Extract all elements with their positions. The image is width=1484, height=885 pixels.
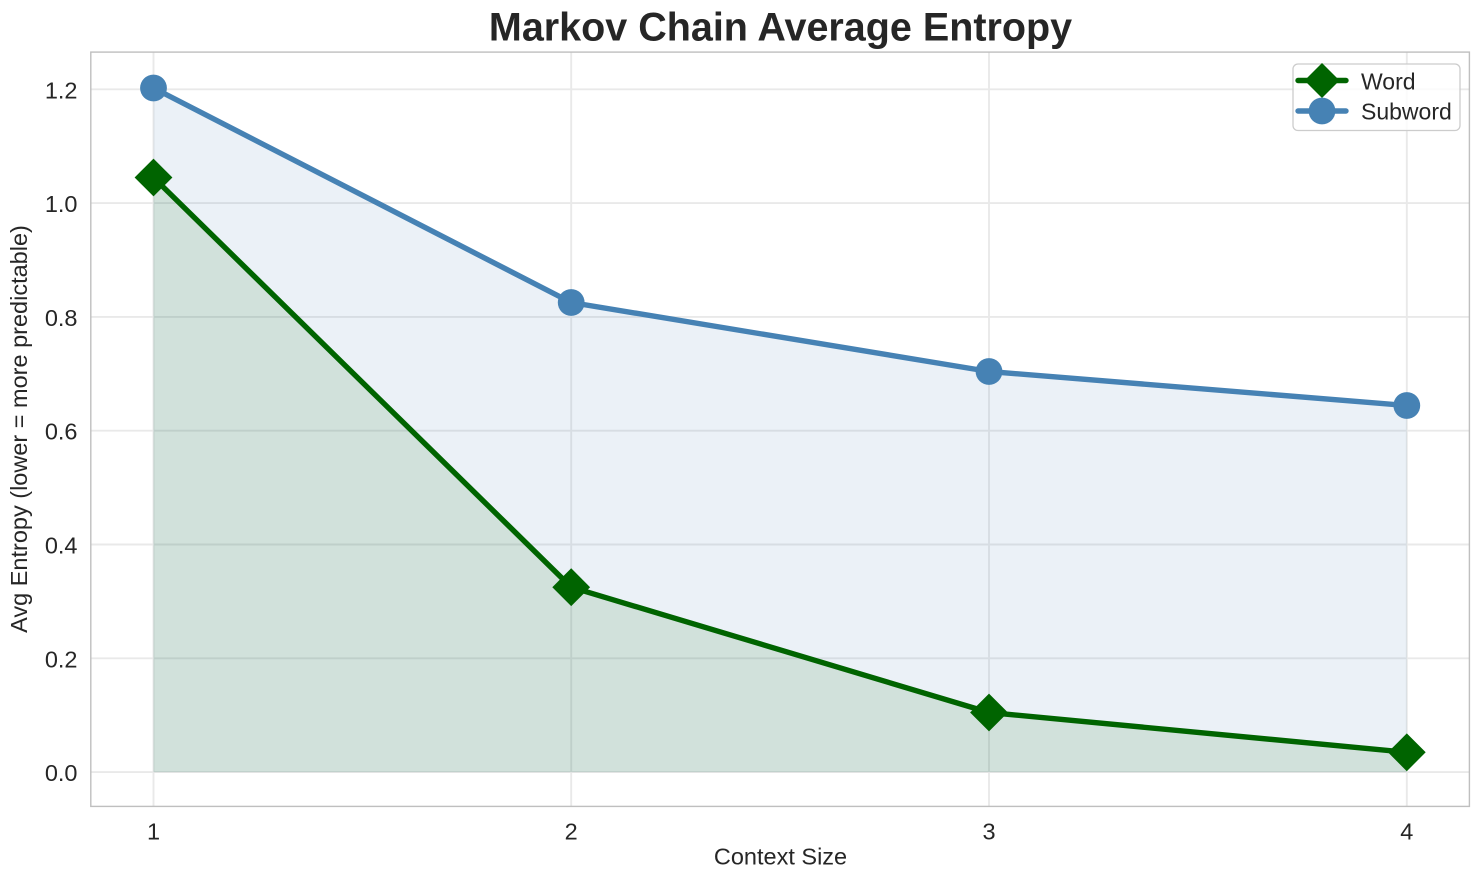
svg-text:Markov Chain Average Entropy: Markov Chain Average Entropy xyxy=(489,6,1072,50)
svg-text:1: 1 xyxy=(147,819,160,845)
svg-text:Context Size: Context Size xyxy=(714,844,847,870)
svg-text:2: 2 xyxy=(565,819,578,845)
svg-text:0.2: 0.2 xyxy=(45,646,78,672)
svg-text:4: 4 xyxy=(1400,819,1413,845)
svg-text:3: 3 xyxy=(982,819,995,845)
svg-text:0.0: 0.0 xyxy=(45,760,78,786)
svg-text:0.8: 0.8 xyxy=(45,305,78,331)
svg-text:0.4: 0.4 xyxy=(45,533,78,559)
svg-text:1.2: 1.2 xyxy=(45,77,78,103)
svg-text:Subword: Subword xyxy=(1361,99,1452,125)
svg-text:0.6: 0.6 xyxy=(45,419,78,445)
svg-text:Avg Entropy (lower = more pred: Avg Entropy (lower = more predictable) xyxy=(6,225,32,633)
svg-text:Word: Word xyxy=(1361,68,1416,94)
svg-text:1.0: 1.0 xyxy=(45,191,78,217)
